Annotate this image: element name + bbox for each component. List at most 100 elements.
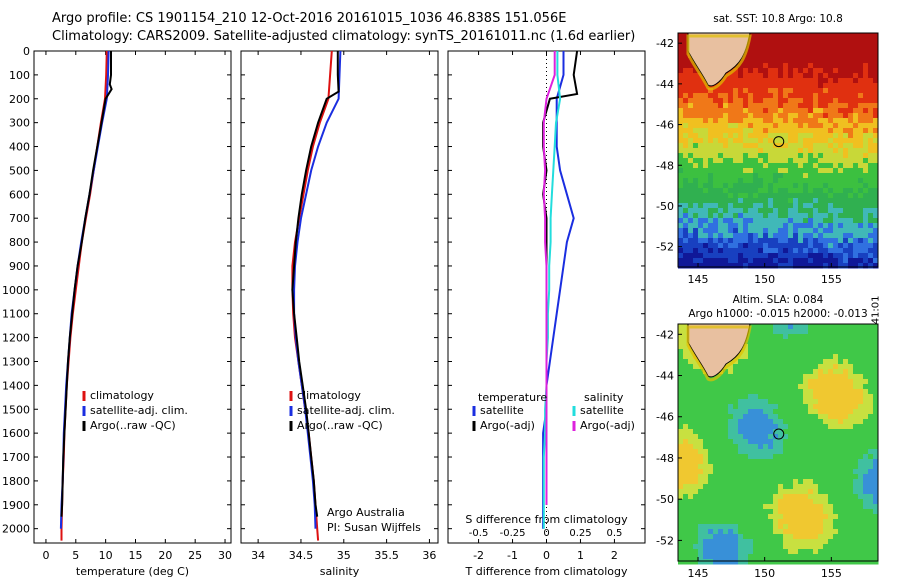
heatmap-cell [803, 128, 809, 134]
heatmap-cell [848, 354, 854, 360]
heatmap-cell [818, 449, 824, 455]
heatmap-cell [843, 33, 849, 39]
heatmap-cell [868, 469, 874, 475]
heatmap-cell [803, 233, 809, 239]
heatmap-cell [758, 449, 764, 455]
heatmap-cell [868, 73, 874, 79]
heatmap-cell [763, 48, 769, 54]
heatmap-cell [703, 168, 709, 174]
heatmap-cell [783, 58, 789, 64]
heatmap-cell [708, 554, 714, 560]
heatmap-cell [803, 444, 809, 450]
heatmap-cell [778, 153, 784, 159]
heatmap-cell [808, 138, 814, 144]
heatmap-cell [793, 509, 799, 515]
heatmap-cell [793, 98, 799, 104]
heatmap-cell [678, 128, 684, 134]
heatmap-cell [753, 359, 759, 365]
heatmap-cell [713, 153, 719, 159]
heatmap-cell [783, 554, 789, 560]
heatmap-cell [793, 504, 799, 510]
heatmap-cell [788, 78, 794, 84]
heatmap-cell [783, 404, 789, 410]
heatmap-cell [703, 499, 709, 505]
heatmap-cell [853, 238, 859, 244]
heatmap-cell [843, 93, 849, 99]
heatmap-cell [863, 228, 869, 234]
heatmap-cell [768, 123, 774, 129]
heatmap-cell [693, 218, 699, 224]
heatmap-cell [683, 329, 689, 335]
heatmap-cell [678, 148, 684, 154]
heatmap-cell [738, 143, 744, 149]
heatmap-cell [713, 198, 719, 204]
heatmap-cell [863, 33, 869, 39]
heatmap-cell [808, 78, 814, 84]
heatmap-cell [863, 173, 869, 179]
heatmap-cell [723, 484, 729, 490]
heatmap-cell [798, 434, 804, 440]
heatmap-cell [718, 183, 724, 189]
temperature-series-argo-raw-qc- [60, 51, 113, 517]
heatmap-cell [873, 258, 879, 264]
heatmap-cell [843, 163, 849, 169]
heatmap-cell [828, 429, 834, 435]
heatmap-cell [858, 148, 864, 154]
heatmap-cell [843, 464, 849, 470]
heatmap-cell [708, 143, 714, 149]
heatmap-cell [773, 183, 779, 189]
heatmap-cell [778, 238, 784, 244]
heatmap-cell [688, 514, 694, 520]
heatmap-cell [693, 419, 699, 425]
heatmap-cell [753, 243, 759, 249]
heatmap-cell [788, 504, 794, 510]
heatmap-cell [743, 178, 749, 184]
heatmap-cell [698, 128, 704, 134]
heatmap-cell [823, 349, 829, 355]
heatmap-cell [783, 529, 789, 535]
heatmap-cell [698, 78, 704, 84]
heatmap-cell [868, 248, 874, 254]
heatmap-cell [748, 339, 754, 345]
heatmap-cell [823, 429, 829, 435]
heatmap-cell [698, 379, 704, 385]
heatmap-cell [753, 98, 759, 104]
heatmap-cell [703, 183, 709, 189]
heatmap-cell [718, 509, 724, 515]
heatmap-cell [743, 364, 749, 370]
heatmap-cell [698, 469, 704, 475]
heatmap-cell [833, 238, 839, 244]
heatmap-cell [793, 138, 799, 144]
heatmap-cell [828, 98, 834, 104]
heatmap-cell [783, 519, 789, 525]
heatmap-cell [858, 143, 864, 149]
heatmap-cell [793, 474, 799, 480]
heatmap-cell [813, 223, 819, 229]
heatmap-cell [723, 143, 729, 149]
heatmap-cell [693, 93, 699, 99]
heatmap-cell [848, 439, 854, 445]
heatmap-cell [748, 98, 754, 104]
heatmap-cell [873, 223, 879, 229]
heatmap-cell [763, 203, 769, 209]
heatmap-cell [678, 509, 684, 515]
heatmap-cell [713, 384, 719, 390]
heatmap-cell [793, 359, 799, 365]
heatmap-cell [718, 444, 724, 450]
heatmap-cell [818, 419, 824, 425]
heatmap-cell [838, 123, 844, 129]
heatmap-cell [808, 459, 814, 465]
heatmap-cell [728, 118, 734, 124]
heatmap-cell [848, 464, 854, 470]
heatmap-cell [843, 183, 849, 189]
heatmap-cell [743, 539, 749, 545]
sst_map-y-tick-label: -44 [656, 78, 674, 91]
heatmap-cell [853, 509, 859, 515]
heatmap-cell [868, 43, 874, 49]
heatmap-cell [723, 449, 729, 455]
heatmap-cell [788, 444, 794, 450]
heatmap-cell [793, 248, 799, 254]
heatmap-cell [753, 339, 759, 345]
heatmap-cell [688, 449, 694, 455]
heatmap-cell [858, 439, 864, 445]
